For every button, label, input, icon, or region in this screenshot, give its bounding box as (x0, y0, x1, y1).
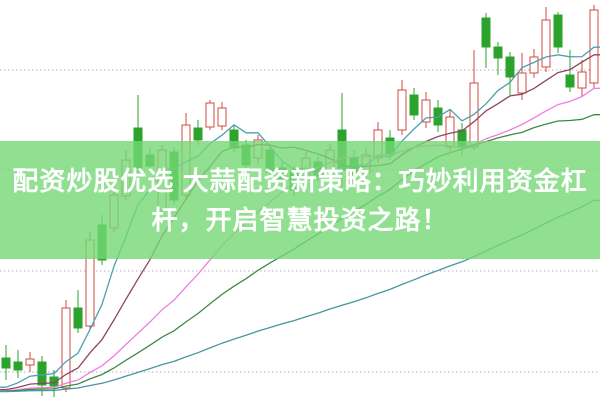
candle-up (577, 71, 587, 89)
candle-up (25, 358, 35, 366)
candle-down (1, 357, 11, 369)
candle-down (553, 14, 563, 48)
candle-down (37, 361, 47, 386)
candle-down (409, 94, 419, 116)
candle-up (397, 89, 407, 131)
candle-up (205, 102, 215, 128)
headline-line-1: 配资炒股优选 大蒜配资新策略：巧妙利用资金杠 (12, 165, 588, 196)
candle-down (493, 46, 503, 59)
candle-down (505, 56, 515, 78)
candle-up (217, 107, 227, 127)
candle-up (541, 19, 551, 68)
candle-up (529, 56, 539, 74)
candle-up (589, 9, 599, 84)
headline-banner: 配资炒股优选 大蒜配资新策略：巧妙利用资金杠 杆，开启智慧投资之路！ (0, 141, 600, 259)
candle-up (61, 307, 71, 389)
candle-down (565, 74, 575, 88)
candle-down (13, 361, 23, 371)
candle-down (73, 307, 83, 329)
candle-up (421, 99, 431, 123)
candle-up (517, 72, 527, 94)
candle-down (49, 376, 59, 387)
candle-down (193, 127, 203, 141)
headline-line-2: 杆，开启智慧投资之路！ (151, 204, 449, 235)
candle-down (481, 17, 491, 48)
